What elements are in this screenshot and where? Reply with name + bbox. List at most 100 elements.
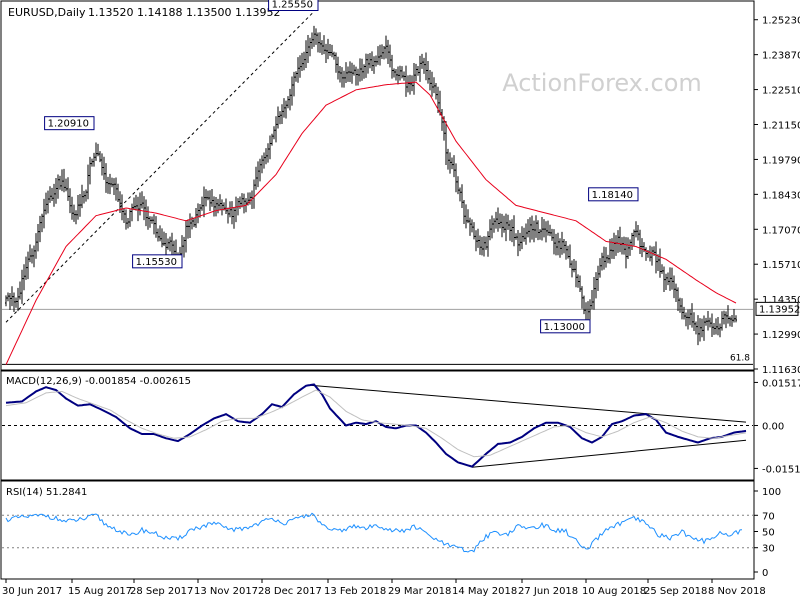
price-bar: [679, 297, 681, 313]
price-bar: [309, 37, 311, 57]
price-bar: [553, 229, 555, 255]
price-bar: [373, 56, 375, 74]
annotation-box: [588, 187, 639, 202]
price-bar: [73, 204, 75, 222]
price-bar: [293, 71, 295, 97]
price-bar: [399, 65, 401, 81]
price-bar: [389, 44, 391, 68]
price-bar: [667, 272, 669, 286]
price-bar: [145, 199, 147, 227]
price-bar: [641, 238, 643, 258]
price-bar: [517, 229, 519, 257]
price-bar: [205, 189, 207, 207]
price-bar: [159, 225, 161, 242]
annotation-box: [44, 116, 95, 131]
x-axis-tick-label: 10 Aug 2018: [582, 586, 646, 597]
price-axis-tick-label: 1.17070: [762, 225, 800, 236]
price-bar: [499, 213, 501, 229]
price-bar: [665, 273, 667, 290]
price-bar: [233, 207, 235, 229]
price-bar: [315, 28, 317, 45]
price-bar: [677, 287, 679, 312]
price-bar: [107, 176, 109, 194]
price-bar: [555, 233, 557, 256]
price-bar: [139, 192, 141, 216]
x-axis-tick-label: 28 Dec 2017: [258, 586, 322, 597]
price-bar: [543, 219, 545, 238]
price-bar: [291, 76, 293, 106]
price-bar: [123, 209, 125, 224]
price-bar: [171, 232, 173, 255]
price-bar: [269, 135, 271, 160]
price-bar: [231, 201, 233, 225]
price-bar: [669, 267, 671, 291]
price-bar: [163, 231, 165, 246]
price-bar: [265, 148, 267, 165]
price-bar: [683, 306, 685, 320]
price-bar: [577, 274, 579, 288]
price-bar: [13, 292, 15, 313]
price-bar: [319, 32, 321, 53]
price-bar: [593, 277, 595, 310]
price-bar: [167, 238, 169, 250]
price-bar: [661, 264, 663, 274]
price-bar: [131, 203, 133, 222]
price-bar: [267, 143, 269, 163]
price-bar: [533, 220, 535, 243]
price-bar: [7, 292, 9, 302]
price-bar: [483, 236, 485, 257]
price-bar: [129, 209, 131, 227]
price-bar: [41, 213, 43, 233]
x-axis-tick-label: 30 Jun 2017: [2, 586, 62, 597]
price-bar: [421, 53, 423, 69]
price-bar: [703, 315, 705, 341]
price-bar: [285, 100, 287, 119]
price-bar: [343, 70, 345, 88]
price-bar: [17, 287, 19, 312]
price-axis-tick-label: 1.15710: [762, 260, 800, 271]
price-bar: [327, 38, 329, 60]
price-bar: [521, 226, 523, 250]
macd-axis-tick-label: 0.015178: [762, 378, 800, 389]
price-bar: [433, 77, 435, 94]
price-bar: [93, 152, 95, 167]
price-bar: [361, 58, 363, 81]
price-axis-tick-label: 1.12990: [762, 330, 800, 341]
price-bar: [67, 177, 69, 201]
price-bar: [407, 75, 409, 93]
price-bar: [307, 35, 309, 64]
price-bar: [89, 156, 91, 185]
price-bar: [715, 318, 717, 335]
price-bar: [541, 217, 543, 241]
price-bar: [383, 45, 385, 60]
price-bar: [559, 238, 561, 258]
price-bar: [581, 286, 583, 309]
price-bar: [57, 174, 59, 199]
price-bar: [213, 196, 215, 217]
rsi-axis-tick-label: 0: [762, 568, 768, 579]
price-bar: [645, 247, 647, 261]
price-bar: [55, 178, 57, 204]
price-bar: [505, 213, 507, 242]
price-bar: [413, 63, 415, 95]
price-bar: [95, 142, 97, 161]
price-bar: [375, 55, 377, 67]
price-bar: [465, 204, 467, 229]
price-bar: [273, 126, 275, 140]
price-bar: [435, 83, 437, 100]
macd-panel: [0, 370, 755, 481]
price-bar: [183, 236, 185, 258]
price-bar: [97, 143, 99, 157]
price-bar: [279, 111, 281, 125]
macd-panel-frame: [0, 370, 755, 481]
price-bar: [709, 317, 711, 328]
price-bar: [321, 40, 323, 55]
price-bar: [461, 184, 463, 208]
price-bar: [713, 322, 715, 335]
annotation-label: 1.20910: [48, 119, 89, 130]
last-price-tag: 1.13952: [755, 301, 800, 316]
price-bar: [589, 299, 591, 323]
price-bar: [391, 54, 393, 79]
